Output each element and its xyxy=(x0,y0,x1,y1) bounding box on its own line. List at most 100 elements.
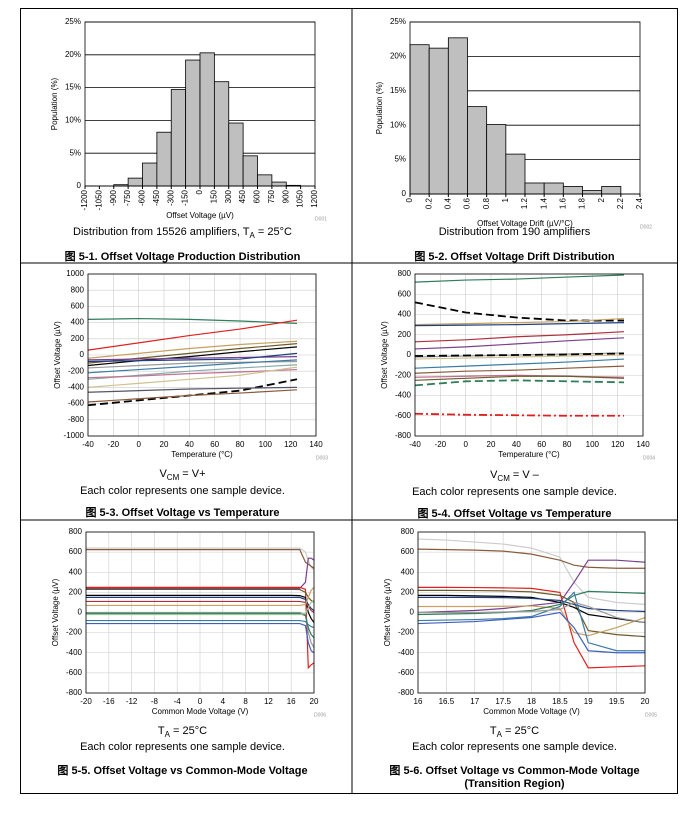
y-tick-label: 600 xyxy=(71,302,85,311)
y-tick-label: 10% xyxy=(65,116,81,125)
x-tick-label: 40 xyxy=(185,440,194,449)
x-tick-label: 0 xyxy=(463,440,468,449)
y-tick-label: 5% xyxy=(394,155,406,164)
x-tick-label: 100 xyxy=(586,440,600,449)
y-tick-label: -200 xyxy=(395,370,412,379)
x-tick-label: 450 xyxy=(238,189,247,203)
x-axis-label: Temperature (°C) xyxy=(171,450,233,459)
y-tick-label: -600 xyxy=(395,411,412,420)
x-tick-label: 40 xyxy=(512,440,521,449)
series-line xyxy=(414,331,625,343)
series-line xyxy=(86,557,315,589)
subscript: A xyxy=(164,730,170,740)
plot-border xyxy=(414,273,644,437)
plot-border xyxy=(409,21,641,195)
bar xyxy=(582,190,603,195)
x-tick-label: 0 xyxy=(136,440,141,449)
plot-border xyxy=(84,21,316,187)
x-tick-label: 16 xyxy=(414,697,423,706)
note: Each color represents one sample device. xyxy=(80,485,285,497)
x-axis-label: Common Mode Voltage (V) xyxy=(483,707,580,716)
x-tick-label: -40 xyxy=(409,440,421,449)
caption-text: T xyxy=(157,725,165,737)
y-tick-label: 400 xyxy=(71,318,85,327)
x-tick-label: 1200 xyxy=(310,189,319,207)
x-tick-label: -20 xyxy=(435,440,447,449)
x-tick-label: -12 xyxy=(126,697,138,706)
series-line xyxy=(414,358,625,369)
x-tick-label: -8 xyxy=(151,697,159,706)
y-tick-label: 600 xyxy=(398,289,412,298)
series-line xyxy=(417,559,646,614)
caption-text: Distribution from 15526 amplifiers, T xyxy=(73,226,250,238)
series-line xyxy=(86,594,315,623)
figure-title: 图 5-2. Offset Voltage Drift Distribution xyxy=(414,251,615,263)
series-line xyxy=(417,538,646,606)
bar xyxy=(271,181,287,187)
bar xyxy=(156,131,172,187)
x-tick-label: 80 xyxy=(236,440,245,449)
series-line xyxy=(414,412,624,417)
caption: VCM = V+ xyxy=(20,468,345,482)
subscript: CM xyxy=(497,474,510,484)
x-tick-label: 120 xyxy=(284,440,298,449)
y-axis-label: Offset Voltage (µV) xyxy=(51,578,60,646)
x-tick-label: -20 xyxy=(108,440,120,449)
caption: Distribution from 190 amplifiers xyxy=(352,226,677,238)
plot-border xyxy=(85,531,315,694)
x-tick-label: -20 xyxy=(80,697,92,706)
y-tick-label: 800 xyxy=(69,527,83,536)
series-line xyxy=(86,586,315,607)
x-tick-label: 18.5 xyxy=(552,697,568,706)
x-tick-label: -600 xyxy=(138,189,147,206)
series-line xyxy=(414,337,625,350)
bar xyxy=(467,106,488,195)
subscript: CM xyxy=(166,473,180,483)
x-tick-label: 0.4 xyxy=(443,197,452,209)
caption: VCM = V – xyxy=(352,469,677,483)
y-tick-label: -200 xyxy=(398,628,415,637)
bar xyxy=(185,59,201,187)
y-axis-label: Offset Voltage (µV) xyxy=(383,578,392,646)
y-tick-label: 800 xyxy=(401,527,415,536)
y-tick-label: 20% xyxy=(65,50,81,59)
series-line xyxy=(86,622,315,654)
x-tick-label: 150 xyxy=(209,189,218,203)
x-tick-label: 120 xyxy=(611,440,625,449)
x-tick-label: 1.6 xyxy=(558,197,567,209)
bar xyxy=(428,47,449,195)
y-tick-label: 400 xyxy=(401,567,415,576)
note: Each color represents one sample device. xyxy=(412,486,617,498)
note: Each color represents one sample device. xyxy=(412,741,617,753)
series-line xyxy=(414,322,625,327)
y-tick-label: -800 xyxy=(398,688,415,697)
bar xyxy=(505,153,526,195)
series-line xyxy=(86,612,315,639)
x-tick-label: 12 xyxy=(264,697,273,706)
x-tick-label: 60 xyxy=(210,440,219,449)
y-tick-label: 200 xyxy=(398,330,412,339)
series-line xyxy=(414,274,625,283)
watermark: D003 xyxy=(316,455,328,461)
watermark: D005 xyxy=(645,712,657,718)
series-line xyxy=(87,389,298,403)
bar xyxy=(242,155,258,187)
x-tick-label: 17.5 xyxy=(495,697,511,706)
series-line xyxy=(87,346,298,367)
y-axis-label: Population (%) xyxy=(375,81,384,134)
x-tick-label: 1.8 xyxy=(578,197,587,209)
caption: TA = 25°C xyxy=(352,725,677,739)
y-tick-label: -800 xyxy=(395,431,412,440)
x-tick-label: -40 xyxy=(82,440,94,449)
caption: TA = 25°C xyxy=(20,725,345,739)
series-line xyxy=(414,375,625,381)
y-tick-label: 0 xyxy=(402,189,407,198)
bar xyxy=(228,122,244,187)
figure-title: 图 5-6. Offset Voltage vs Common-Mode Vol… xyxy=(389,765,640,790)
series-line xyxy=(87,386,298,393)
caption-text: = 25°C xyxy=(254,226,292,238)
caption-text: = V – xyxy=(509,469,539,481)
y-tick-label: 5% xyxy=(69,148,81,157)
